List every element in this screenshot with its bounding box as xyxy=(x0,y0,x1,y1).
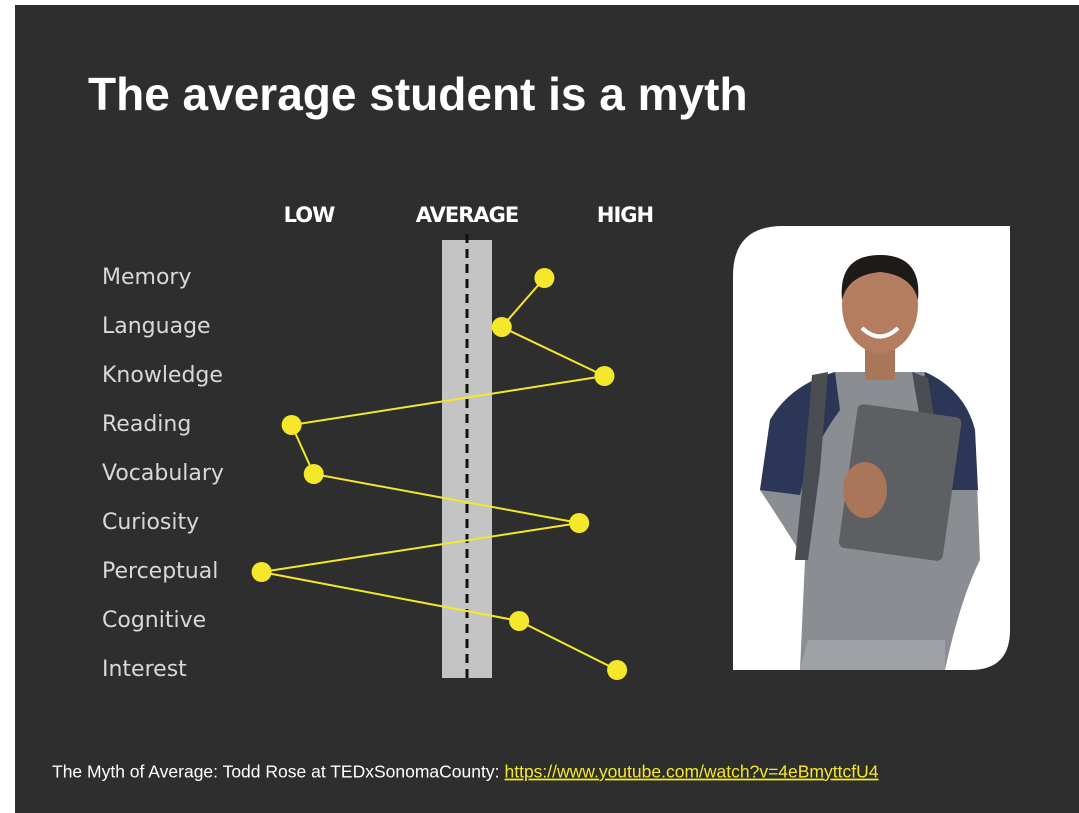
x-tick-label: AVERAGE xyxy=(416,203,518,227)
profile-dot xyxy=(594,366,614,386)
row-label: Interest xyxy=(102,657,187,682)
slide-content: The average student is a myth The Myth o… xyxy=(0,0,1079,813)
profile-dot xyxy=(534,268,554,288)
profile-dot xyxy=(569,513,589,533)
row-label: Language xyxy=(102,314,211,339)
page: The average student is a myth The Myth o… xyxy=(0,0,1079,813)
row-label: Reading xyxy=(102,412,191,437)
x-tick-label: HIGH xyxy=(597,203,653,227)
footer-link[interactable]: https://www.youtube.com/watch?v=4eBmyttc… xyxy=(504,762,878,782)
row-label: Perceptual xyxy=(102,559,218,584)
row-label: Memory xyxy=(102,265,191,290)
profile-dot xyxy=(304,464,324,484)
profile-dot xyxy=(252,562,272,582)
profile-dot xyxy=(492,317,512,337)
profile-dot xyxy=(282,415,302,435)
row-label: Knowledge xyxy=(102,363,223,388)
row-label: Curiosity xyxy=(102,510,199,535)
row-label: Vocabulary xyxy=(102,461,224,486)
x-tick-label: LOW xyxy=(284,203,335,227)
profile-dot xyxy=(509,611,529,631)
footer-text: The Myth of Average: Todd Rose at TEDxSo… xyxy=(52,762,499,782)
student-photo xyxy=(733,226,1010,670)
profile-dot xyxy=(607,660,627,680)
slide-title: The average student is a myth xyxy=(88,68,748,120)
row-label: Cognitive xyxy=(102,608,206,633)
